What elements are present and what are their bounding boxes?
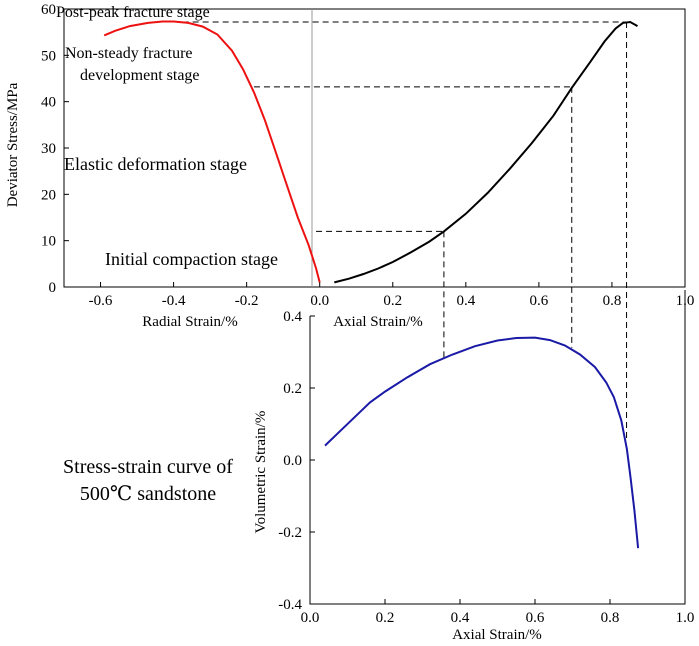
caption-line-1: Stress-strain curve of: [63, 456, 233, 478]
bottom-y-tick-label: 0.2: [283, 381, 302, 397]
stage-elastic: Elastic deformation stage: [64, 154, 247, 174]
bottom-guide-lines: [443, 21, 628, 440]
top-y-ticks: 0 10 20 30 40 50 60: [41, 2, 69, 296]
top-y-tick-label: 30: [41, 141, 56, 157]
bottom-x-tick-label: 0.8: [601, 610, 620, 626]
stage-initial-compaction: Initial compaction stage: [105, 249, 278, 269]
top-x-tick-label: 0.0: [310, 293, 329, 309]
bottom-y-tick-label: -0.4: [278, 597, 302, 613]
volumetric-strain-curve: [324, 336, 640, 549]
top-x-tick-label: -0.4: [162, 293, 186, 309]
top-y-tick-label: 0: [49, 280, 57, 296]
top-x-tick-label: -0.6: [89, 293, 113, 309]
bottom-x-tick-label: 0.0: [301, 610, 320, 626]
top-x-tick-label: 0.2: [383, 293, 402, 309]
x-axis-label-radial: Radial Strain/%: [142, 314, 237, 330]
top-y-tick-label: 50: [41, 48, 56, 64]
top-y-tick-label: 10: [41, 234, 56, 250]
bottom-y-tick-label: 0.0: [283, 453, 302, 469]
bottom-x-tick-label: 0.2: [376, 610, 395, 626]
top-x-tick-label: 0.4: [456, 293, 475, 309]
bottom-panel: 0.0 0.2 0.4 0.6 0.8 1.0 0.4 0.2 0.0 -0.2 -0.4 Vol…: [253, 21, 695, 643]
top-x-tick-label: 0.8: [603, 293, 622, 309]
bottom-y-tick-label: -0.2: [278, 525, 302, 541]
stage-non-steady-line2: development stage: [80, 67, 200, 84]
top-guide-lines: [162, 21, 627, 232]
top-x-tick-label: 0.6: [530, 293, 549, 309]
x-axis-label-axial-top: Axial Strain/%: [333, 314, 423, 330]
top-y-tick-label: 40: [41, 95, 56, 111]
axial-strain-curve: [334, 20, 638, 284]
caption-line-2: 500℃ sandstone: [80, 483, 216, 505]
x-axis-label-axial-bottom: Axial Strain/%: [452, 627, 542, 643]
bottom-x-tick-label: 0.6: [526, 610, 545, 626]
y-axis-label-deviator: Deviator Stress/MPa: [5, 82, 21, 207]
top-y-tick-label: 20: [41, 187, 56, 203]
stage-non-steady-line1: Non-steady fracture: [65, 45, 193, 62]
top-x-tick-label: -0.2: [235, 293, 259, 309]
bottom-y-ticks: 0.4 0.2 0.0 -0.2 -0.4: [278, 309, 315, 613]
top-y-tick-label: 60: [41, 2, 56, 18]
radial-strain-curve: [103, 20, 321, 283]
bottom-x-tick-label: 1.0: [676, 610, 695, 626]
bottom-x-tick-label: 0.4: [451, 610, 470, 626]
bottom-y-tick-label: 0.4: [283, 309, 302, 325]
top-x-ticks: -0.6 -0.4 -0.2 0.0 0.2 0.4 0.6 0.8 1.0: [89, 282, 694, 309]
bottom-x-ticks: 0.0 0.2 0.4 0.6 0.8 1.0: [301, 599, 695, 626]
top-panel: -0.6 -0.4 -0.2 0.0 0.2 0.4 0.6 0.8 1.0 010203040…: [5, 2, 694, 330]
bottom-plot-frame: [309, 290, 686, 605]
y-axis-label-volumetric: Volumetric Strain/%: [253, 411, 269, 534]
stage-post-peak: Post-peak fracture stage: [56, 4, 210, 21]
